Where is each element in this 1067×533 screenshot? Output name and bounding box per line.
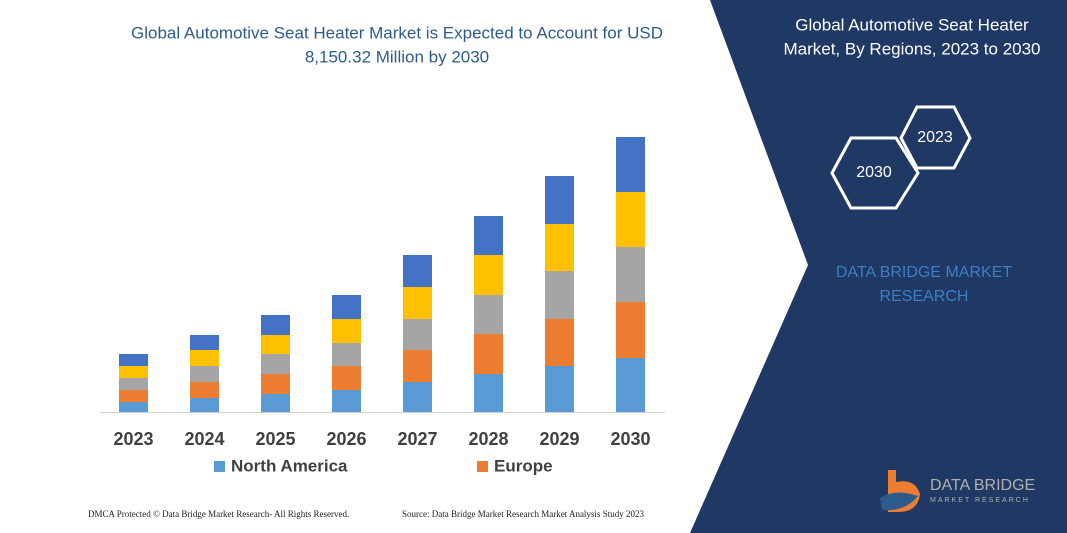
bar-segment [545,176,574,224]
chart-title: Global Automotive Seat Heater Market is … [131,23,663,42]
x-tick-label: 2023 [113,429,153,449]
x-tick-label: 2026 [326,429,366,449]
bar-segment [190,398,219,412]
bar-segment [332,366,361,390]
bar-segment [403,319,432,350]
bar-segment [190,350,219,366]
bar-segment [261,354,290,374]
bar-segment [261,335,290,354]
brand-text: RESEARCH [880,288,969,305]
x-tick-label: 2024 [184,429,224,449]
bar-segment [119,390,148,402]
bar-segment [119,402,148,412]
brand-text: DATA BRIDGE MARKET [836,264,1013,281]
bar-segment [616,247,645,302]
bar-segment [190,382,219,398]
side-panel [690,0,1067,533]
bar-segment [403,350,432,382]
bar-segment [261,394,290,412]
bar-segment [474,374,503,412]
bar-segment [545,319,574,366]
bar-segment [616,358,645,412]
panel-title: Global Automotive Seat Heater [795,15,1029,34]
x-tick-label: 2028 [468,429,508,449]
bar-segment [616,137,645,192]
legend-label: North America [231,456,348,475]
legend-swatch [477,461,488,472]
bar-segment [332,295,361,319]
bar-segment [474,334,503,374]
x-tick-label: 2029 [539,429,579,449]
bar-segment [332,343,361,366]
logo-tagline: MARKET RESEARCH [930,497,1030,504]
logo-name: DATA BRIDGE [930,477,1035,494]
logo-mark [880,492,918,511]
legend-label: Europe [494,456,553,475]
bar-segment [474,216,503,255]
bar-segment [261,315,290,335]
hexagon-label: 2023 [917,129,953,146]
bar-segment [190,366,219,382]
chart-title: 8,150.32 Million by 2030 [305,47,489,66]
bar-segment [474,255,503,295]
bar-segment [545,366,574,412]
bar-segment [403,255,432,287]
bar-segment [474,295,503,334]
hexagon-label: 2030 [856,164,892,181]
bar-segment [119,354,148,366]
hexagon [830,136,920,210]
bar-segment [261,374,290,394]
footer-left: DMCA Protected © Data Bridge Market Rese… [88,509,349,519]
bar-segment [332,319,361,343]
bar-segment [403,287,432,319]
bar-segment [190,335,219,350]
bar-segment [119,366,148,378]
logo: DATA BRIDGE MARKET RESEARCH [880,470,1035,512]
panel-title: Market, By Regions, 2023 to 2030 [783,39,1040,58]
bar-segment [545,224,574,271]
x-tick-label: 2027 [397,429,437,449]
bar-segment [119,378,148,390]
bar-segment [403,382,432,412]
bar-segment [616,192,645,247]
footer-right: Source: Data Bridge Market Research Mark… [402,509,644,519]
x-tick-label: 2030 [610,429,650,449]
x-tick-label: 2025 [255,429,295,449]
bar-segment [616,302,645,358]
bar-segment [545,271,574,319]
hexagon [899,105,972,170]
legend-swatch [214,461,225,472]
bar-segment [332,390,361,412]
